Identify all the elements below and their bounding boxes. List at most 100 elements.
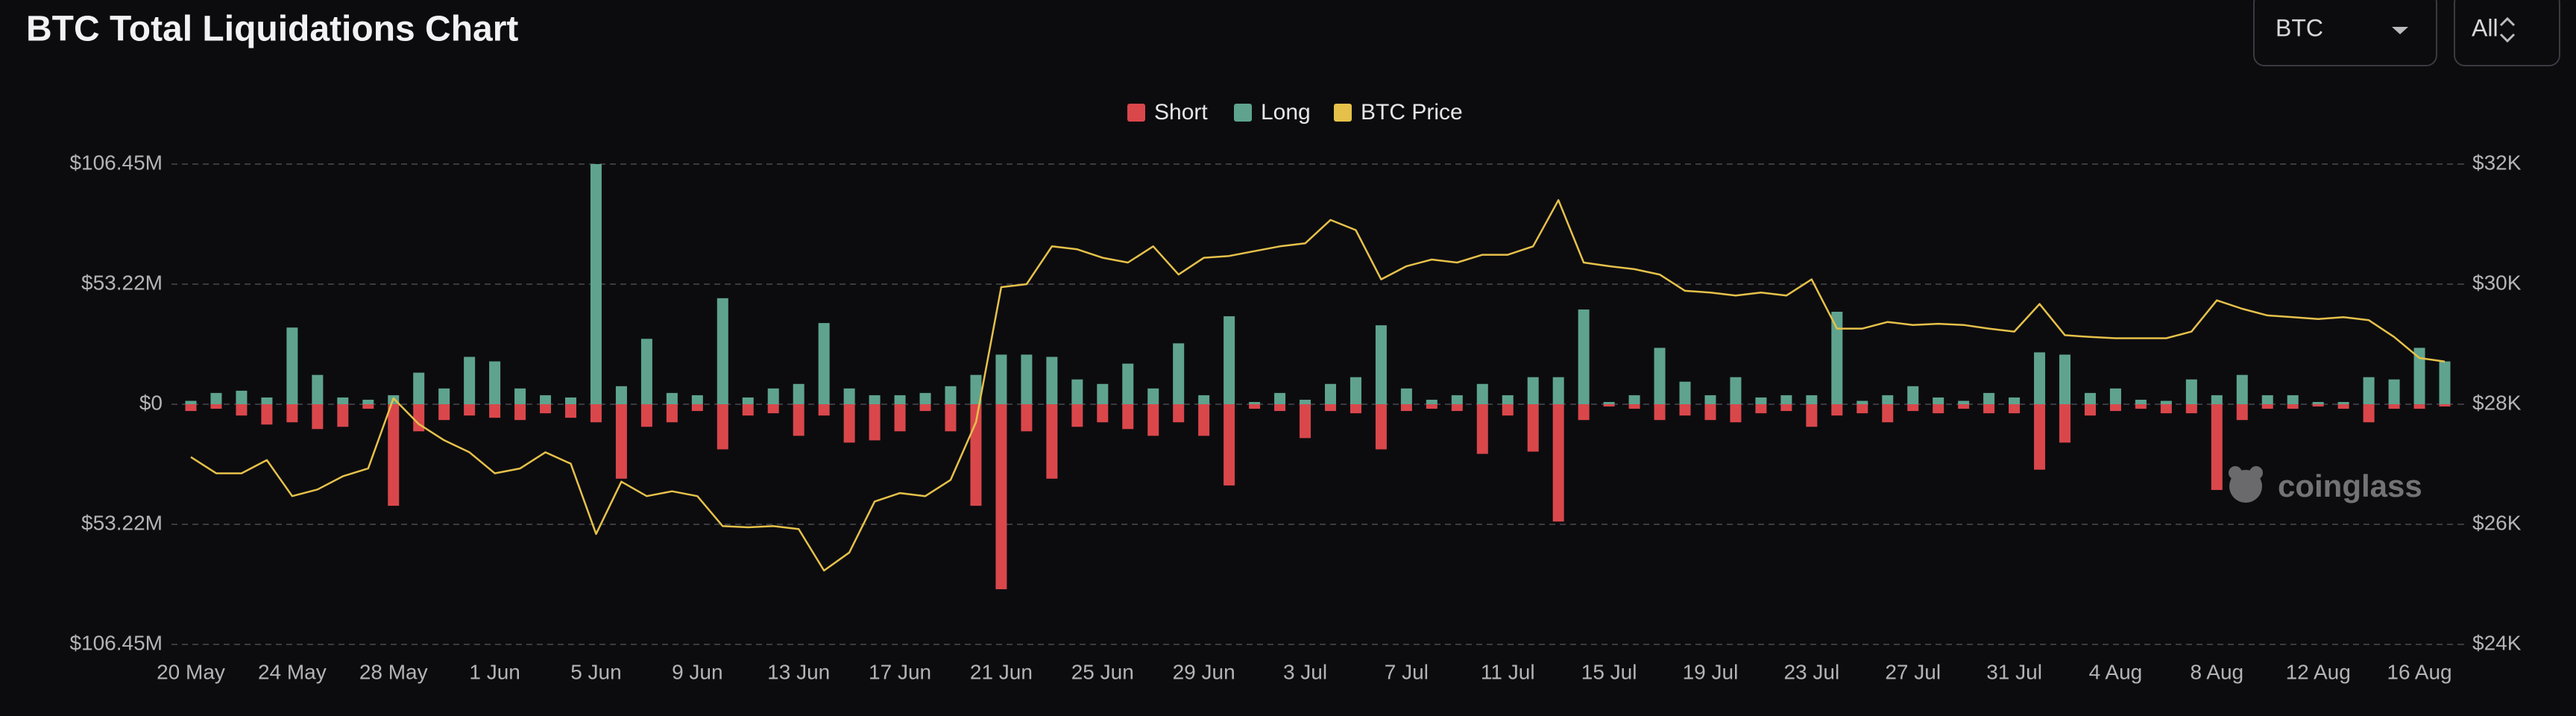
bar (540, 404, 552, 414)
bar (1704, 395, 1716, 404)
bar (540, 395, 552, 404)
price-line (190, 199, 2446, 572)
bar (1958, 404, 1970, 409)
x-tick-label: 19 Jul (1683, 660, 1739, 683)
select-box[interactable] (2454, 0, 2560, 66)
x-tick-label: 4 Aug (2089, 660, 2143, 683)
bar (1628, 395, 1640, 404)
bar (945, 404, 957, 432)
bar (590, 164, 602, 404)
x-tick-label: 7 Jul (1385, 660, 1429, 683)
bar (869, 404, 881, 441)
x-tick-label: 20 May (157, 660, 225, 683)
bar (2337, 401, 2349, 404)
bar (2312, 404, 2324, 407)
select-label[interactable]: All (2472, 14, 2498, 41)
bar (717, 404, 728, 450)
bar (1502, 404, 1514, 416)
bar (1173, 404, 1185, 423)
bar (2160, 404, 2172, 414)
bar (2211, 404, 2223, 490)
bar (312, 404, 324, 430)
bar (666, 404, 678, 423)
bar (2287, 404, 2299, 409)
bar (1730, 404, 1742, 423)
bar (2059, 404, 2071, 443)
bar (2009, 404, 2021, 414)
select-label[interactable]: BTC (2276, 14, 2323, 41)
x-tick-label: 31 Jul (1986, 660, 2042, 683)
bar (2211, 395, 2223, 404)
coin-select[interactable]: BTC (2253, 0, 2437, 66)
bar (995, 354, 1007, 404)
range-select[interactable]: All (2454, 0, 2560, 66)
bar (2312, 401, 2324, 404)
bar (1122, 404, 1134, 430)
bar (1451, 404, 1463, 412)
bar (1147, 388, 1159, 404)
bar (362, 404, 374, 409)
bar (2413, 348, 2425, 404)
bar (1097, 383, 1109, 404)
bar (1755, 397, 1767, 404)
bar (1400, 404, 1412, 412)
bar (2034, 404, 2046, 470)
x-tick-label: 1 Jun (469, 660, 520, 683)
y-tick-label: $106.45M (69, 631, 163, 654)
bar (1300, 404, 1311, 439)
bar (1679, 404, 1691, 416)
select-box[interactable] (2253, 0, 2437, 66)
bar (1527, 404, 1539, 452)
bar (970, 374, 982, 404)
bar (1907, 386, 1919, 404)
bar (717, 298, 728, 404)
y2-tick-label: $32K (2472, 151, 2522, 174)
bar (1324, 404, 1336, 412)
legend-label: Long (1261, 100, 1311, 125)
bar (2034, 352, 2046, 404)
x-tick-label: 11 Jul (1481, 660, 1535, 683)
bar (919, 404, 931, 412)
bar (1122, 363, 1134, 404)
x-tick-label: 9 Jun (672, 660, 723, 683)
bar (1907, 404, 1919, 412)
bar (1350, 377, 1361, 404)
bar (514, 404, 526, 421)
bar (312, 374, 324, 404)
bar (1274, 404, 1286, 412)
bar (2135, 404, 2147, 409)
bar (1300, 399, 1311, 404)
x-tick-label: 5 Jun (570, 660, 622, 683)
bar (869, 395, 881, 404)
bar (767, 388, 779, 404)
bar (388, 404, 400, 506)
bar (2109, 388, 2121, 404)
bar (1933, 397, 1944, 404)
bar (1628, 404, 1640, 409)
bar (919, 392, 931, 404)
bar (1198, 395, 1210, 404)
bar (438, 404, 450, 421)
bar (1882, 404, 1894, 423)
bar (413, 372, 425, 404)
watermark: coinglass (2229, 466, 2422, 503)
x-tick-label: 3 Jul (1283, 660, 1327, 683)
bar (2287, 395, 2299, 404)
bar (1806, 404, 1818, 427)
x-tick-label: 28 May (359, 660, 428, 683)
legend-swatch (1234, 104, 1252, 122)
bar (1831, 404, 1843, 416)
watermark-text: coinglass (2278, 468, 2422, 503)
bar (1552, 377, 1564, 404)
bar (514, 388, 526, 404)
bar (843, 388, 855, 404)
x-tick-label: 15 Jul (1581, 660, 1637, 683)
bar (362, 399, 374, 404)
bar (1350, 404, 1361, 414)
bar (1375, 404, 1387, 450)
bar (1426, 404, 1437, 409)
bar (261, 404, 273, 425)
bar (2185, 404, 2197, 414)
bar (489, 361, 501, 404)
watermark-icon (2229, 466, 2242, 480)
